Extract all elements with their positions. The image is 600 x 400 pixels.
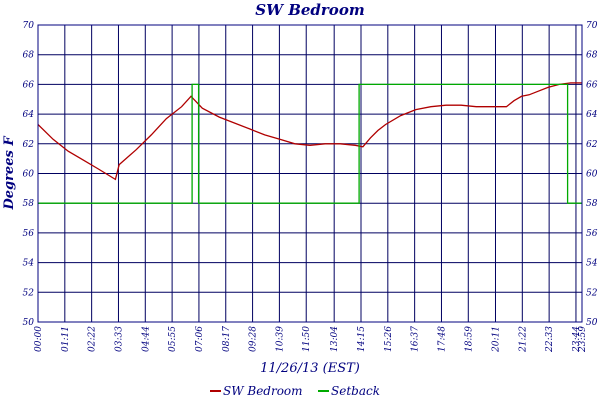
x-tick-label: 17:48 [437, 326, 447, 352]
x-tick-label: 21:22 [518, 326, 528, 353]
x-tick-label: 13:04 [330, 326, 340, 352]
y-tick-label-right: 54 [586, 259, 598, 269]
x-tick-label: 00:00 [34, 326, 44, 352]
y-tick-label: 64 [23, 110, 35, 120]
x-tick-label: 11:50 [302, 326, 312, 352]
x-tick-label: 07:06 [195, 326, 205, 352]
x-tick-label: 10:39 [275, 326, 285, 352]
y-tick-label: 50 [23, 318, 35, 328]
legend-label: SW Bedroom [223, 384, 303, 398]
y-tick-label-right: 68 [586, 51, 598, 61]
y-tick-label-right: 70 [586, 21, 598, 31]
x-tick-label: 08:17 [222, 326, 232, 352]
x-tick-label: 05:55 [168, 326, 178, 352]
y-tick-labels-left: 50 52 54 56 58 60 62 64 66 68 70 [23, 21, 35, 328]
y-axis-label: Degrees F [2, 136, 17, 211]
x-tick-label: 16:37 [411, 326, 421, 352]
x-tick-label: 15:26 [384, 326, 394, 352]
grid [37, 24, 583, 323]
x-tick-label: 23:44 [572, 326, 582, 353]
y-tick-label: 70 [23, 21, 35, 31]
y-tick-label: 62 [23, 140, 35, 150]
x-tick-label: 02:22 [88, 326, 98, 352]
x-tick-label: 22:33 [545, 326, 555, 353]
x-tick-label: 23:59 [578, 326, 588, 353]
y-tick-label-right: 52 [586, 288, 598, 298]
plot-frame [37, 24, 583, 323]
series-line-sw-bedroom [37, 82, 582, 181]
chart-title: SW Bedroom [255, 1, 364, 19]
y-tick-label: 66 [23, 80, 35, 90]
y-tick-label-right: 60 [586, 170, 598, 180]
y-tick-labels-right: 50 52 54 56 58 60 62 64 66 68 70 [586, 21, 598, 328]
x-tick-labels: 00:00 01:11 02:22 03:33 04:44 05:55 07:06 08:17… [34, 326, 588, 353]
y-tick-label: 56 [23, 229, 35, 239]
y-tick-label-right: 56 [586, 229, 598, 239]
y-tick-label: 60 [23, 170, 35, 180]
y-tick-label: 58 [23, 199, 35, 209]
y-tick-label: 52 [23, 288, 35, 298]
x-tick-label: 01:11 [61, 326, 71, 352]
series-lines [37, 82, 582, 204]
legend-label: Setback [331, 384, 380, 398]
legend: SW Bedroom Setback [210, 384, 380, 398]
x-tick-label: 18:59 [464, 326, 474, 352]
y-tick-label-right: 50 [586, 318, 598, 328]
x-tick-label: 03:33 [114, 326, 124, 352]
x-tick-label: 04:44 [141, 326, 151, 352]
y-tick-label: 54 [23, 259, 35, 269]
y-tick-label-right: 58 [586, 199, 598, 209]
y-tick-label-right: 62 [586, 140, 598, 150]
y-tick-label-right: 64 [586, 110, 598, 120]
x-tick-label: 20:11 [491, 326, 501, 353]
x-axis-label: 11/26/13 (EST) [260, 361, 360, 376]
x-tick-label: 09:28 [249, 326, 259, 352]
series-line-setback [38, 83, 582, 204]
x-tick-label: 14:15 [357, 326, 367, 352]
y-tick-label-right: 66 [586, 80, 598, 90]
y-tick-label: 68 [23, 51, 35, 61]
